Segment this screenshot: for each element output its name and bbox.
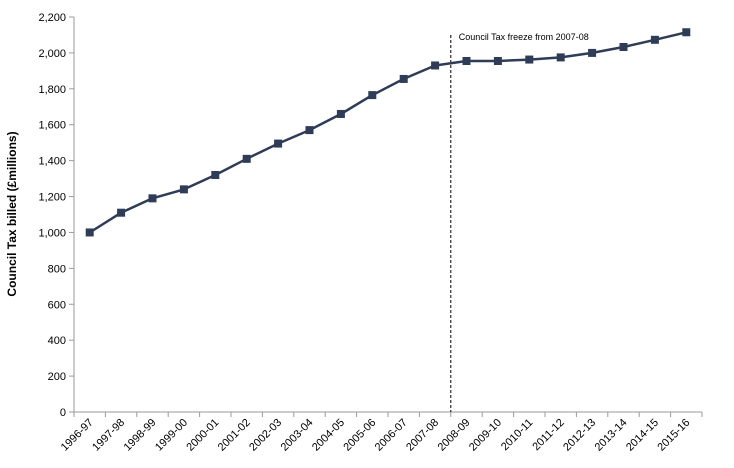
data-point-marker	[525, 55, 534, 64]
series-line	[89, 31, 687, 234]
data-point-marker	[399, 74, 408, 83]
data-point-marker	[462, 56, 471, 65]
data-point-marker	[431, 61, 440, 70]
data-point-marker	[619, 42, 628, 51]
data-point-marker	[650, 35, 659, 44]
x-tick-label: 1996-97	[59, 417, 96, 454]
x-tick-label: 2001-02	[216, 417, 253, 454]
y-tick-label: 400	[48, 335, 66, 347]
data-point-marker	[336, 109, 345, 118]
x-tick-label: 2004-05	[310, 417, 347, 454]
data-point-marker	[493, 56, 502, 65]
data-point-marker	[117, 208, 126, 217]
x-tick-label: 2013-14	[593, 417, 630, 454]
y-tick-label: 2,000	[38, 48, 66, 60]
x-tick-label: 2010-11	[499, 417, 535, 453]
annotation-layer: Council Tax freeze from 2007-08	[450, 32, 589, 412]
data-point-marker	[274, 139, 283, 148]
y-tick-label: 800	[48, 263, 66, 275]
y-axis: 0 200 400 600 800 1,000 1,200 1,400 1,600 1,800 2,…	[38, 12, 75, 419]
data-point-marker	[85, 228, 94, 237]
y-tick-label: 1,400	[38, 156, 66, 168]
data-point-marker	[682, 28, 691, 37]
y-tick-label: 1,200	[38, 192, 66, 204]
x-tick-label: 1999-00	[153, 417, 190, 454]
data-point-marker	[148, 194, 157, 203]
x-tick-label: 2009-10	[467, 417, 504, 454]
y-tick-label: 200	[48, 371, 66, 383]
x-axis: 1996-971997-981998-991999-002000-012001-…	[59, 411, 703, 454]
x-tick-label: 2015-16	[655, 417, 692, 454]
data-point-marker	[242, 154, 251, 163]
x-tick-label: 1997-98	[90, 417, 127, 454]
x-tick-label: 2007-08	[404, 417, 441, 454]
data-point-marker	[305, 126, 314, 135]
data-point-marker	[368, 91, 377, 100]
x-tick-label: 2011-12	[530, 417, 566, 453]
x-tick-label: 2000-01	[184, 417, 221, 454]
y-tick-label: 0	[60, 407, 66, 419]
x-tick-label: 2014-15	[624, 417, 661, 454]
y-tick-label: 1,800	[38, 84, 66, 96]
data-point-marker	[556, 53, 565, 62]
x-tick-label: 2008-09	[436, 417, 473, 454]
data-point-marker	[179, 185, 188, 194]
series-layer	[85, 28, 691, 237]
x-tick-label: 1998-99	[122, 417, 159, 454]
data-point-marker	[211, 171, 220, 179]
y-tick-label: 1,000	[38, 227, 66, 239]
y-tick-label: 1,600	[38, 120, 66, 132]
x-tick-label: 2005-06	[341, 417, 378, 454]
x-tick-label: 2002-03	[247, 417, 284, 454]
y-tick-label: 600	[48, 299, 66, 311]
data-point-marker	[588, 48, 597, 57]
x-tick-label: 2006-07	[373, 417, 410, 454]
y-tick-label: 2,200	[38, 12, 66, 24]
y-axis-label: Council Tax billed (£millions)	[5, 131, 19, 296]
x-tick-label: 2003-04	[279, 417, 316, 454]
x-tick-label: 2012-13	[561, 417, 598, 454]
annotation-label: Council Tax freeze from 2007-08	[459, 32, 589, 42]
